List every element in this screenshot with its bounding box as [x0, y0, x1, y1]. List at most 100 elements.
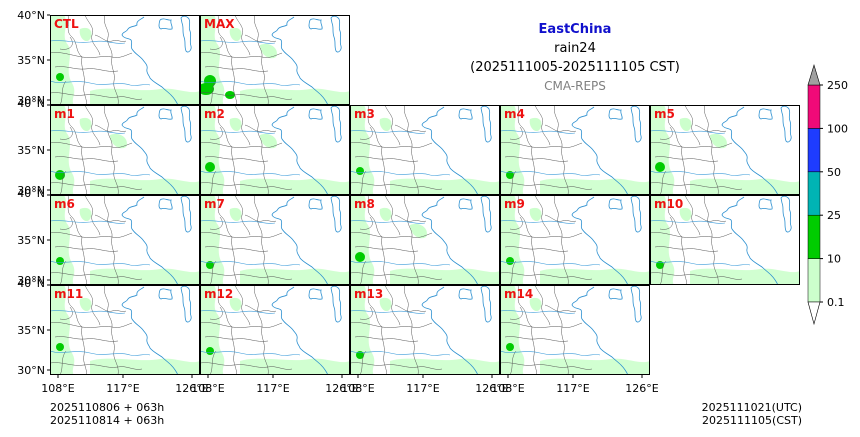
- province-boundary: [384, 195, 401, 236]
- province-boundary: [200, 142, 283, 148]
- province-boundary: [394, 124, 427, 132]
- province-boundary: [500, 362, 593, 370]
- province-boundary: [104, 15, 113, 58]
- river: [350, 170, 451, 176]
- province-boundary: [704, 105, 713, 148]
- province-boundary: [350, 322, 433, 328]
- province-boundary: [84, 195, 101, 236]
- province-boundary: [81, 326, 87, 375]
- river: [50, 170, 151, 176]
- province-boundary: [554, 195, 563, 238]
- coastline: [271, 196, 329, 285]
- rain-area-south: [390, 268, 500, 285]
- province-boundary: [104, 195, 113, 238]
- coastline-korea: [180, 285, 192, 323]
- coastline: [571, 286, 629, 375]
- province-boundary: [394, 214, 427, 222]
- province-boundary: [200, 92, 293, 100]
- province-boundary: [209, 350, 217, 375]
- province-boundary: [359, 126, 373, 140]
- coastline-korea: [780, 195, 792, 233]
- rain-patch: [229, 27, 242, 42]
- rain-heavy-cell: [56, 73, 64, 81]
- coastline-bohai: [458, 288, 473, 300]
- colorbar-segment: [807, 214, 821, 259]
- rain-area-west: [500, 105, 525, 195]
- province-boundary: [59, 126, 73, 140]
- province-boundary: [54, 156, 119, 162]
- lat-label-top: 40°N: [17, 97, 45, 110]
- province-boundary: [231, 236, 237, 285]
- province-boundary: [59, 36, 73, 50]
- province-boundary: [509, 216, 523, 230]
- province-boundary: [367, 195, 383, 238]
- rain-patch-extra: [260, 133, 277, 149]
- rain-patch: [79, 297, 92, 312]
- province-boundary: [50, 142, 133, 148]
- river: [200, 170, 301, 176]
- panel-frame: [500, 105, 650, 195]
- province-boundary: [254, 15, 263, 58]
- coastline: [721, 196, 779, 285]
- river: [50, 40, 126, 44]
- province-boundary: [504, 156, 569, 162]
- province-boundary: [217, 105, 233, 148]
- rain-patch: [229, 297, 242, 312]
- rain-area-west: [50, 285, 75, 375]
- province-boundary: [354, 246, 419, 252]
- province-boundary: [204, 246, 269, 252]
- panel-frame: [650, 105, 800, 195]
- province-boundary: [544, 124, 577, 132]
- coastline: [121, 196, 179, 285]
- province-boundary: [59, 170, 67, 195]
- river: [50, 130, 126, 134]
- province-boundary: [67, 105, 83, 148]
- panel-frame: [50, 195, 200, 285]
- river: [350, 310, 426, 314]
- province-boundary: [81, 146, 87, 195]
- panel-frame: [650, 195, 800, 285]
- rain-heavy-cell: [355, 252, 365, 262]
- lon-label: 126°E: [625, 382, 658, 395]
- province-boundary: [209, 80, 217, 105]
- panel-label: m13: [354, 287, 383, 301]
- river: [200, 260, 301, 266]
- map-panel-m10: m10: [650, 195, 800, 285]
- province-boundary: [200, 322, 283, 328]
- rain-patch: [229, 207, 242, 222]
- lat-label: 30°N: [17, 364, 45, 377]
- province-boundary: [650, 182, 743, 190]
- province-boundary: [200, 272, 293, 280]
- panel-label: m2: [204, 107, 225, 121]
- province-boundary: [354, 336, 419, 342]
- province-boundary: [404, 285, 413, 328]
- variable-title: rain24: [554, 41, 596, 56]
- lon-label: 108°E: [41, 382, 74, 395]
- province-boundary: [231, 326, 237, 375]
- province-boundary: [367, 105, 383, 148]
- province-boundary: [50, 232, 133, 238]
- colorbar-label: 50: [827, 166, 841, 179]
- rain-heavy-cell: [506, 343, 514, 351]
- coastline-bohai: [158, 108, 173, 120]
- province-boundary: [244, 214, 277, 222]
- province-boundary: [659, 170, 667, 195]
- province-boundary: [509, 350, 517, 375]
- province-boundary: [517, 195, 533, 238]
- province-boundary: [200, 182, 293, 190]
- province-boundary: [367, 285, 383, 328]
- lat-label: 35°N: [17, 144, 45, 157]
- rain-area-west: [200, 285, 225, 375]
- province-boundary: [234, 195, 251, 236]
- rain-patch-extra: [710, 133, 727, 149]
- province-boundary: [384, 105, 401, 146]
- lat-label: 40°N: [17, 9, 45, 22]
- province-boundary: [381, 146, 387, 195]
- coastline-bohai: [158, 18, 173, 30]
- coastline-korea: [180, 15, 192, 53]
- lon-label: 108°E: [191, 382, 224, 395]
- river: [350, 220, 426, 224]
- panel-label: m4: [504, 107, 525, 121]
- rain-heavy-cell: [356, 167, 364, 175]
- coastline: [271, 286, 329, 375]
